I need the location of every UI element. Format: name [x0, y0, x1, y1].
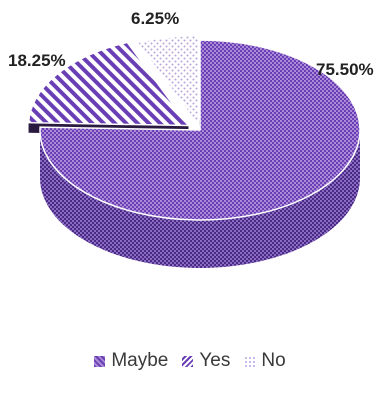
pie-chart: 75.50% 18.25% 6.25% [8, 9, 374, 268]
data-label-yes: 18.25% [8, 51, 66, 70]
legend-label-maybe: Maybe [111, 350, 169, 371]
legend-label-yes: Yes [199, 350, 231, 371]
pie-slice-maybe [39, 39, 361, 221]
pie-side-maybe [40, 130, 360, 268]
legend-swatch-yes [182, 355, 194, 367]
data-label-maybe: 75.50% [316, 60, 374, 79]
legend: Maybe Yes No [0, 350, 380, 372]
legend-item-maybe: Maybe [94, 350, 168, 372]
legend-item-no: No [244, 350, 286, 372]
legend-swatch-maybe [94, 355, 106, 367]
pie-slice-yes [27, 41, 190, 127]
pie-labels: 75.50% 18.25% 6.25% [8, 9, 374, 79]
data-label-no: 6.25% [131, 9, 179, 28]
pie-tops [27, 34, 361, 221]
legend-item-yes: Yes [182, 350, 230, 372]
legend-label-no: No [261, 350, 286, 371]
legend-swatch-no [244, 355, 256, 367]
pie-slice-no [135, 34, 200, 128]
